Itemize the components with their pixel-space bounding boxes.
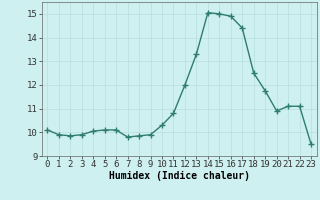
X-axis label: Humidex (Indice chaleur): Humidex (Indice chaleur) xyxy=(109,171,250,181)
